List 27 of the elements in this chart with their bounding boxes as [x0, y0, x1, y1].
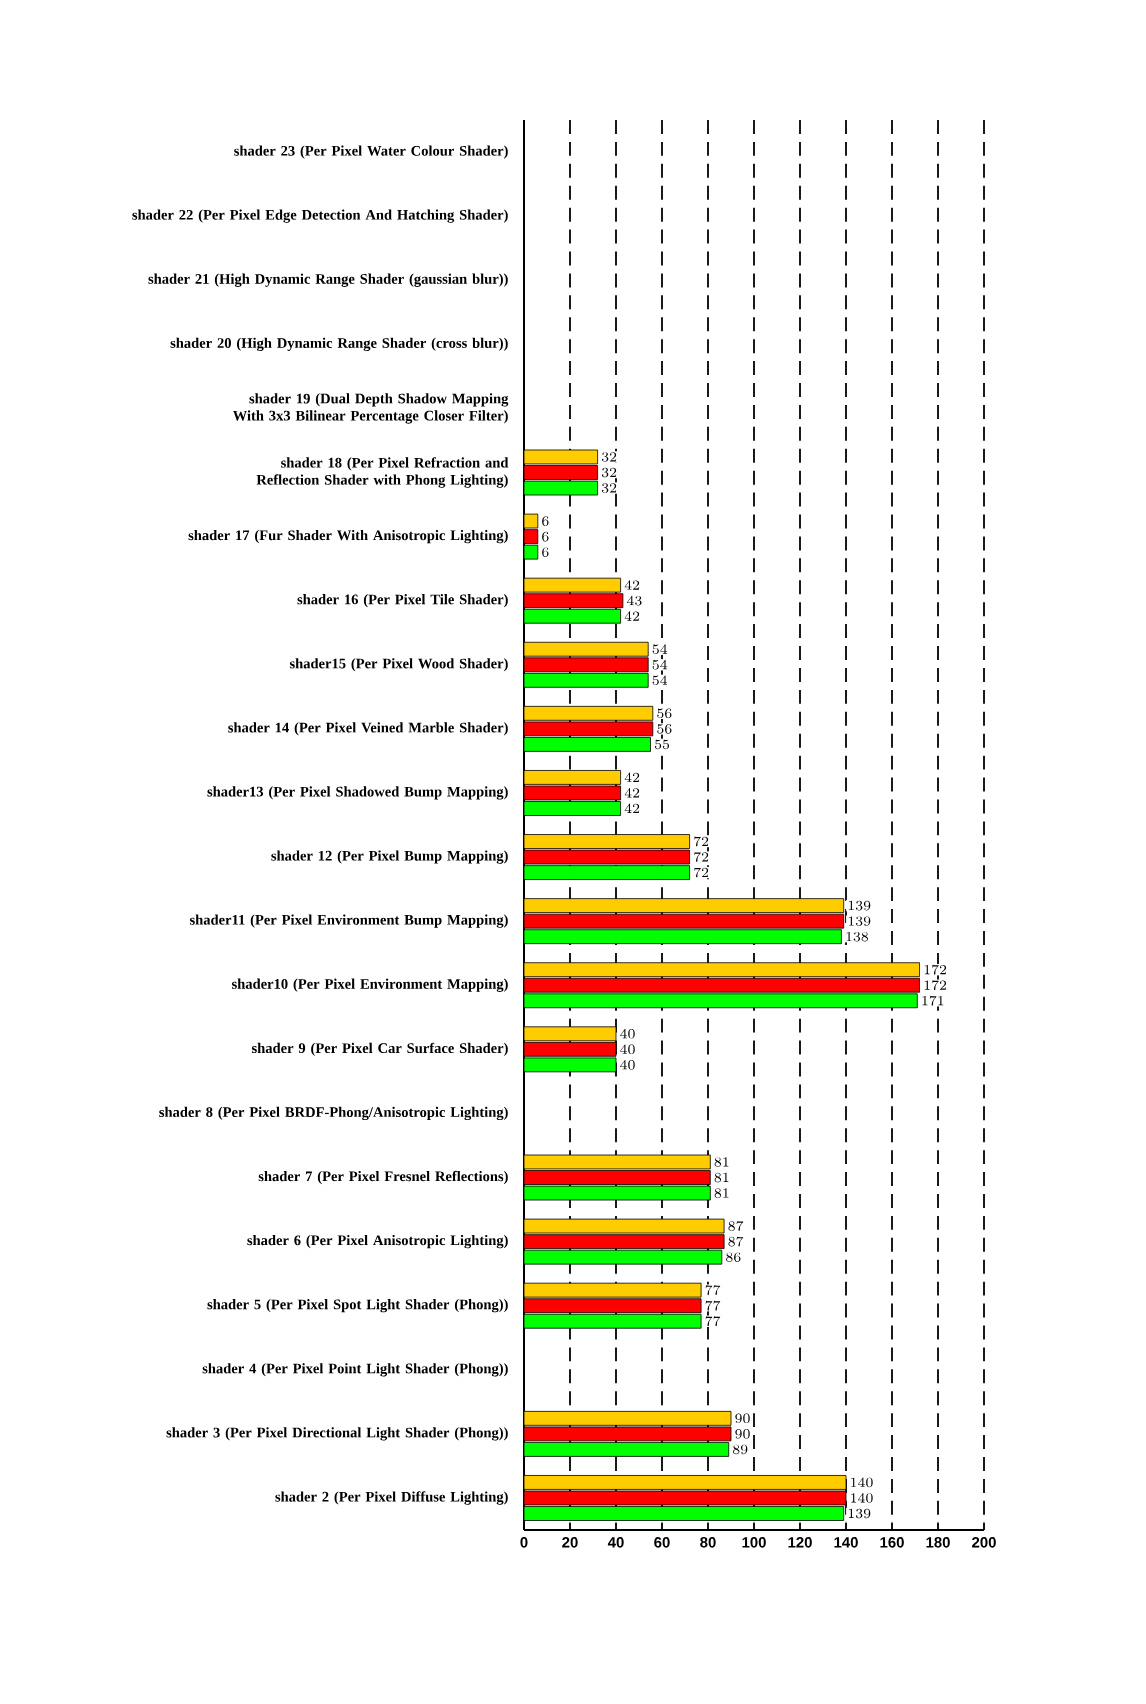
bar — [524, 993, 918, 1009]
bar — [524, 657, 649, 673]
bar — [524, 1170, 711, 1185]
bar — [524, 1026, 617, 1042]
bar — [524, 801, 621, 816]
bar — [524, 962, 920, 978]
bar — [524, 1475, 847, 1490]
bar — [524, 737, 651, 752]
bar — [524, 1298, 702, 1314]
bar — [524, 465, 598, 480]
bar — [524, 770, 621, 785]
bar — [524, 1410, 732, 1426]
bar — [524, 898, 845, 913]
bar — [524, 705, 654, 721]
bar — [524, 834, 690, 849]
bar — [524, 865, 690, 880]
bar — [524, 1041, 617, 1057]
bar — [524, 1313, 702, 1329]
bar — [524, 593, 624, 609]
bar — [524, 672, 649, 688]
bar — [524, 1442, 730, 1457]
bar — [524, 929, 842, 945]
bar — [524, 977, 920, 993]
bar — [524, 608, 621, 624]
bar — [524, 1234, 725, 1249]
bar — [524, 641, 649, 657]
bar — [524, 1506, 845, 1521]
